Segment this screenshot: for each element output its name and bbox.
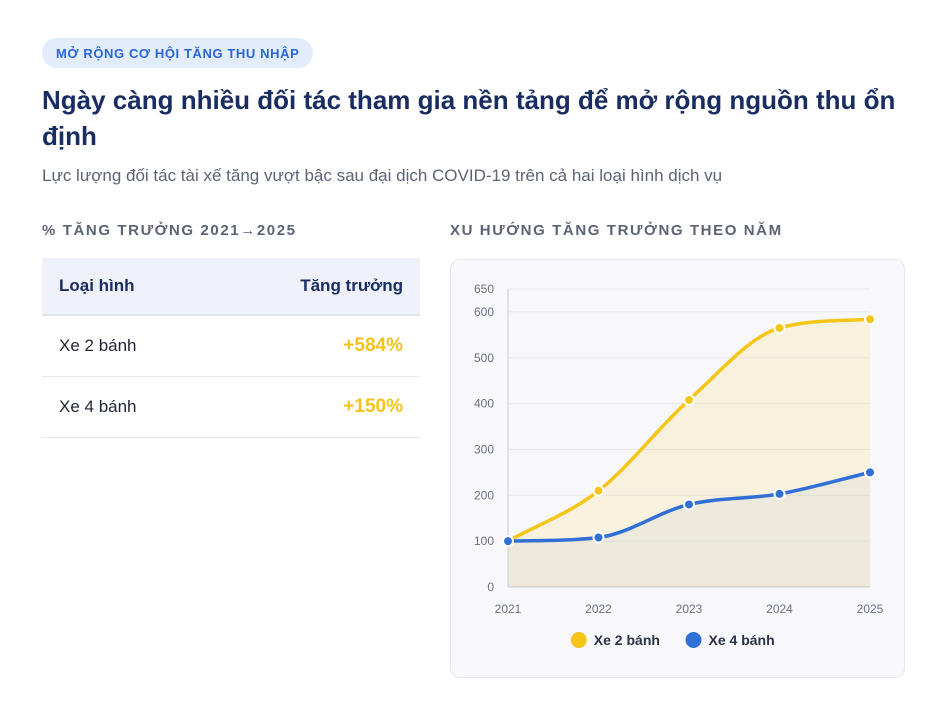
data-point [773, 487, 786, 500]
data-point [864, 466, 876, 479]
row-growth-value: +150% [343, 396, 403, 417]
data-point [683, 393, 695, 406]
y-tick-label: 400 [474, 397, 494, 411]
legend-marker [570, 632, 587, 648]
growth-table-label: % TĂNG TRƯỞNG 2021→2025 [42, 222, 297, 239]
y-tick-label: 650 [474, 282, 494, 296]
x-tick-label: 2025 [857, 602, 884, 616]
trend-line-chart: 0 100 200 300 400 500 600 650 2021 2022 2023 2024 20… [474, 282, 884, 648]
y-tick-label: 500 [474, 351, 494, 365]
data-point [592, 531, 605, 544]
series-area [508, 319, 870, 587]
y-tick-label: 0 [487, 580, 494, 594]
page-subtitle: Lực lượng đối tác tài xế tăng vượt bậc s… [42, 166, 723, 185]
legend-label: Xe 4 bánh [709, 632, 775, 648]
y-tick-label: 600 [474, 305, 494, 319]
legend-label: Xe 2 bánh [594, 632, 660, 648]
series-area [508, 472, 870, 587]
x-tick-label: 2023 [676, 602, 703, 616]
table-row: Xe 2 bánh +584% [42, 316, 420, 377]
section-badge: MỞ RỘNG CƠ HỘI TĂNG THU NHẬP [42, 38, 314, 68]
row-type-name: Xe 4 bánh [59, 397, 137, 416]
trend-chart-label: XU HƯỚNG TĂNG TRƯỞNG THEO NĂM [450, 222, 783, 239]
data-point [773, 321, 786, 334]
data-point [683, 498, 695, 511]
data-point [864, 313, 876, 326]
data-point [592, 484, 605, 497]
table-row: Xe 4 bánh +150% [42, 377, 420, 438]
column-header-growth: Tăng trưởng [300, 276, 403, 295]
growth-table: Loại hình Tăng trưởng Xe 2 bánh +584% Xe… [42, 258, 420, 438]
column-header-type: Loại hình [59, 276, 135, 295]
row-growth-value: +584% [343, 335, 403, 356]
row-type-name: Xe 2 bánh [59, 336, 137, 355]
legend-marker [685, 632, 702, 648]
x-tick-label: 2024 [766, 602, 793, 616]
y-tick-label: 300 [474, 442, 494, 456]
y-tick-label: 200 [474, 488, 494, 502]
table-header: Loại hình Tăng trưởng [42, 258, 420, 316]
y-tick-label: 100 [474, 534, 494, 548]
x-tick-label: 2022 [585, 602, 612, 616]
page-title: Ngày càng nhiều đối tác tham gia nền tản… [42, 85, 896, 151]
x-tick-label: 2021 [495, 602, 522, 616]
trend-chart-card: 0 100 200 300 400 500 600 650 2021 2022 2023 2024 20… [450, 259, 905, 678]
data-point [502, 535, 514, 548]
